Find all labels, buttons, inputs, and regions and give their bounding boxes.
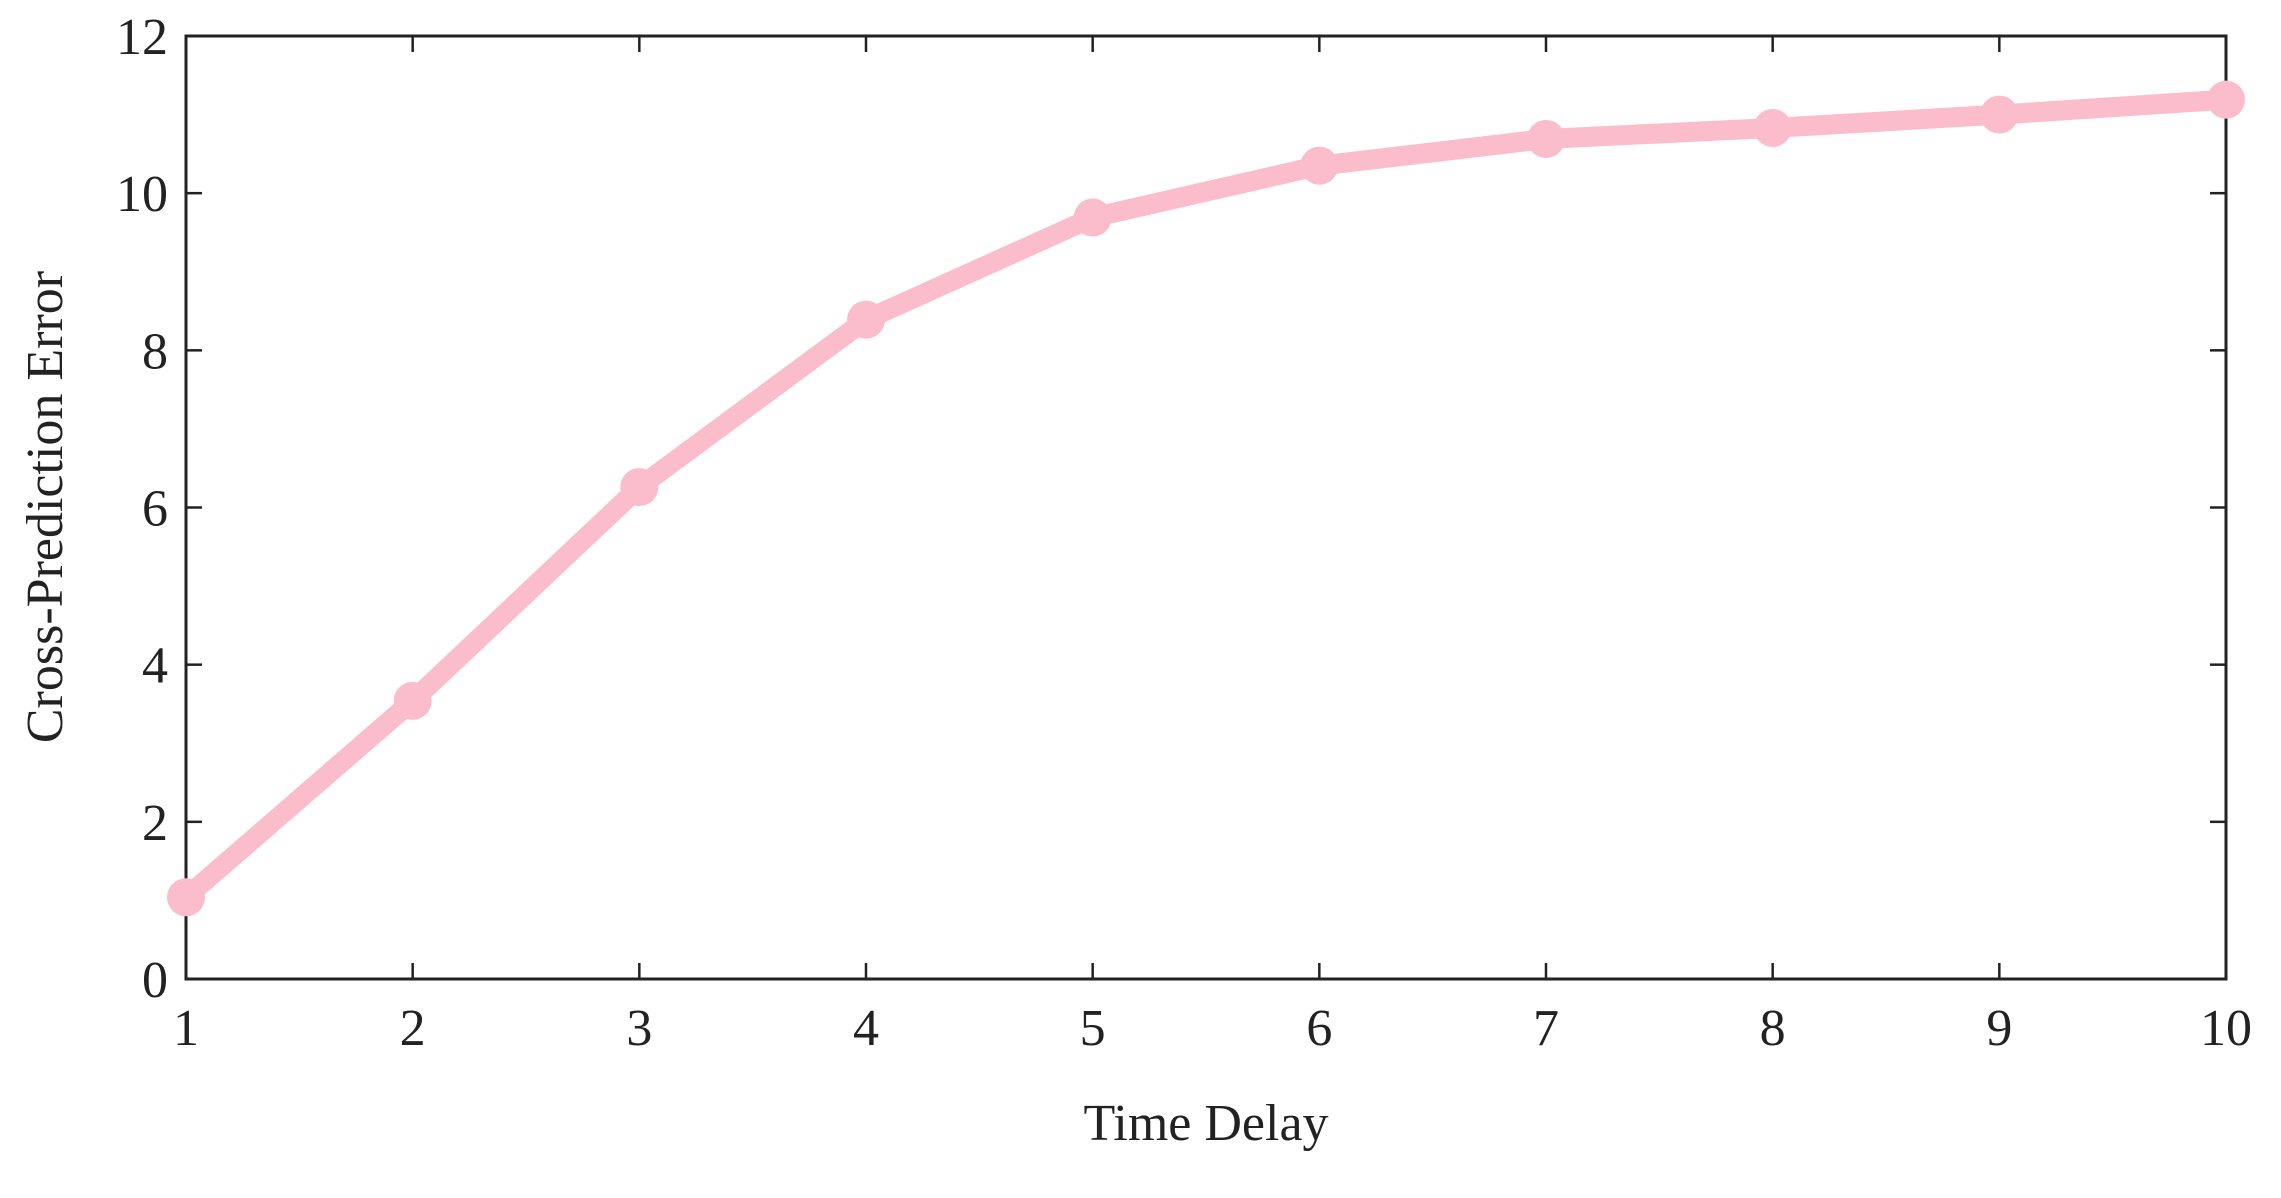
series-line — [179, 89, 2227, 905]
y-tick-label: 4 — [142, 638, 168, 695]
x-tick-label: 3 — [626, 1000, 652, 1057]
y-tick-label: 0 — [142, 952, 168, 1009]
point — [1753, 108, 1792, 147]
x-tick-label: 10 — [2200, 1000, 2252, 1057]
x-axis-label: Time Delay — [1083, 1095, 1328, 1152]
point — [620, 468, 659, 507]
y-tick-label: 6 — [142, 481, 168, 538]
y-tick-label: 12 — [116, 9, 168, 66]
point — [847, 300, 885, 339]
y-tick-label: 2 — [142, 795, 168, 852]
y-axis-label: Cross-Prediction Error — [17, 271, 74, 743]
x-tick-label: 7 — [1533, 1000, 1559, 1057]
x-tick-label: 5 — [1080, 1000, 1106, 1057]
x-tick-label: 9 — [1986, 1000, 2012, 1057]
x-tick-label: 8 — [1760, 1000, 1786, 1057]
x-tick-label: 6 — [1306, 1000, 1332, 1057]
y-tick-label: 8 — [142, 323, 168, 380]
point — [1300, 146, 1339, 185]
x-tick-label: 2 — [400, 1000, 426, 1057]
point — [2207, 80, 2245, 119]
x-tick-label: 1 — [173, 1000, 199, 1057]
plot-frame — [184, 34, 2228, 981]
point — [1527, 119, 1565, 158]
point — [167, 878, 205, 917]
point — [393, 681, 432, 720]
point — [1073, 198, 1112, 237]
y-tick-label: 10 — [116, 166, 168, 223]
x-tick-label: 4 — [853, 1000, 879, 1057]
point — [1980, 95, 2019, 134]
